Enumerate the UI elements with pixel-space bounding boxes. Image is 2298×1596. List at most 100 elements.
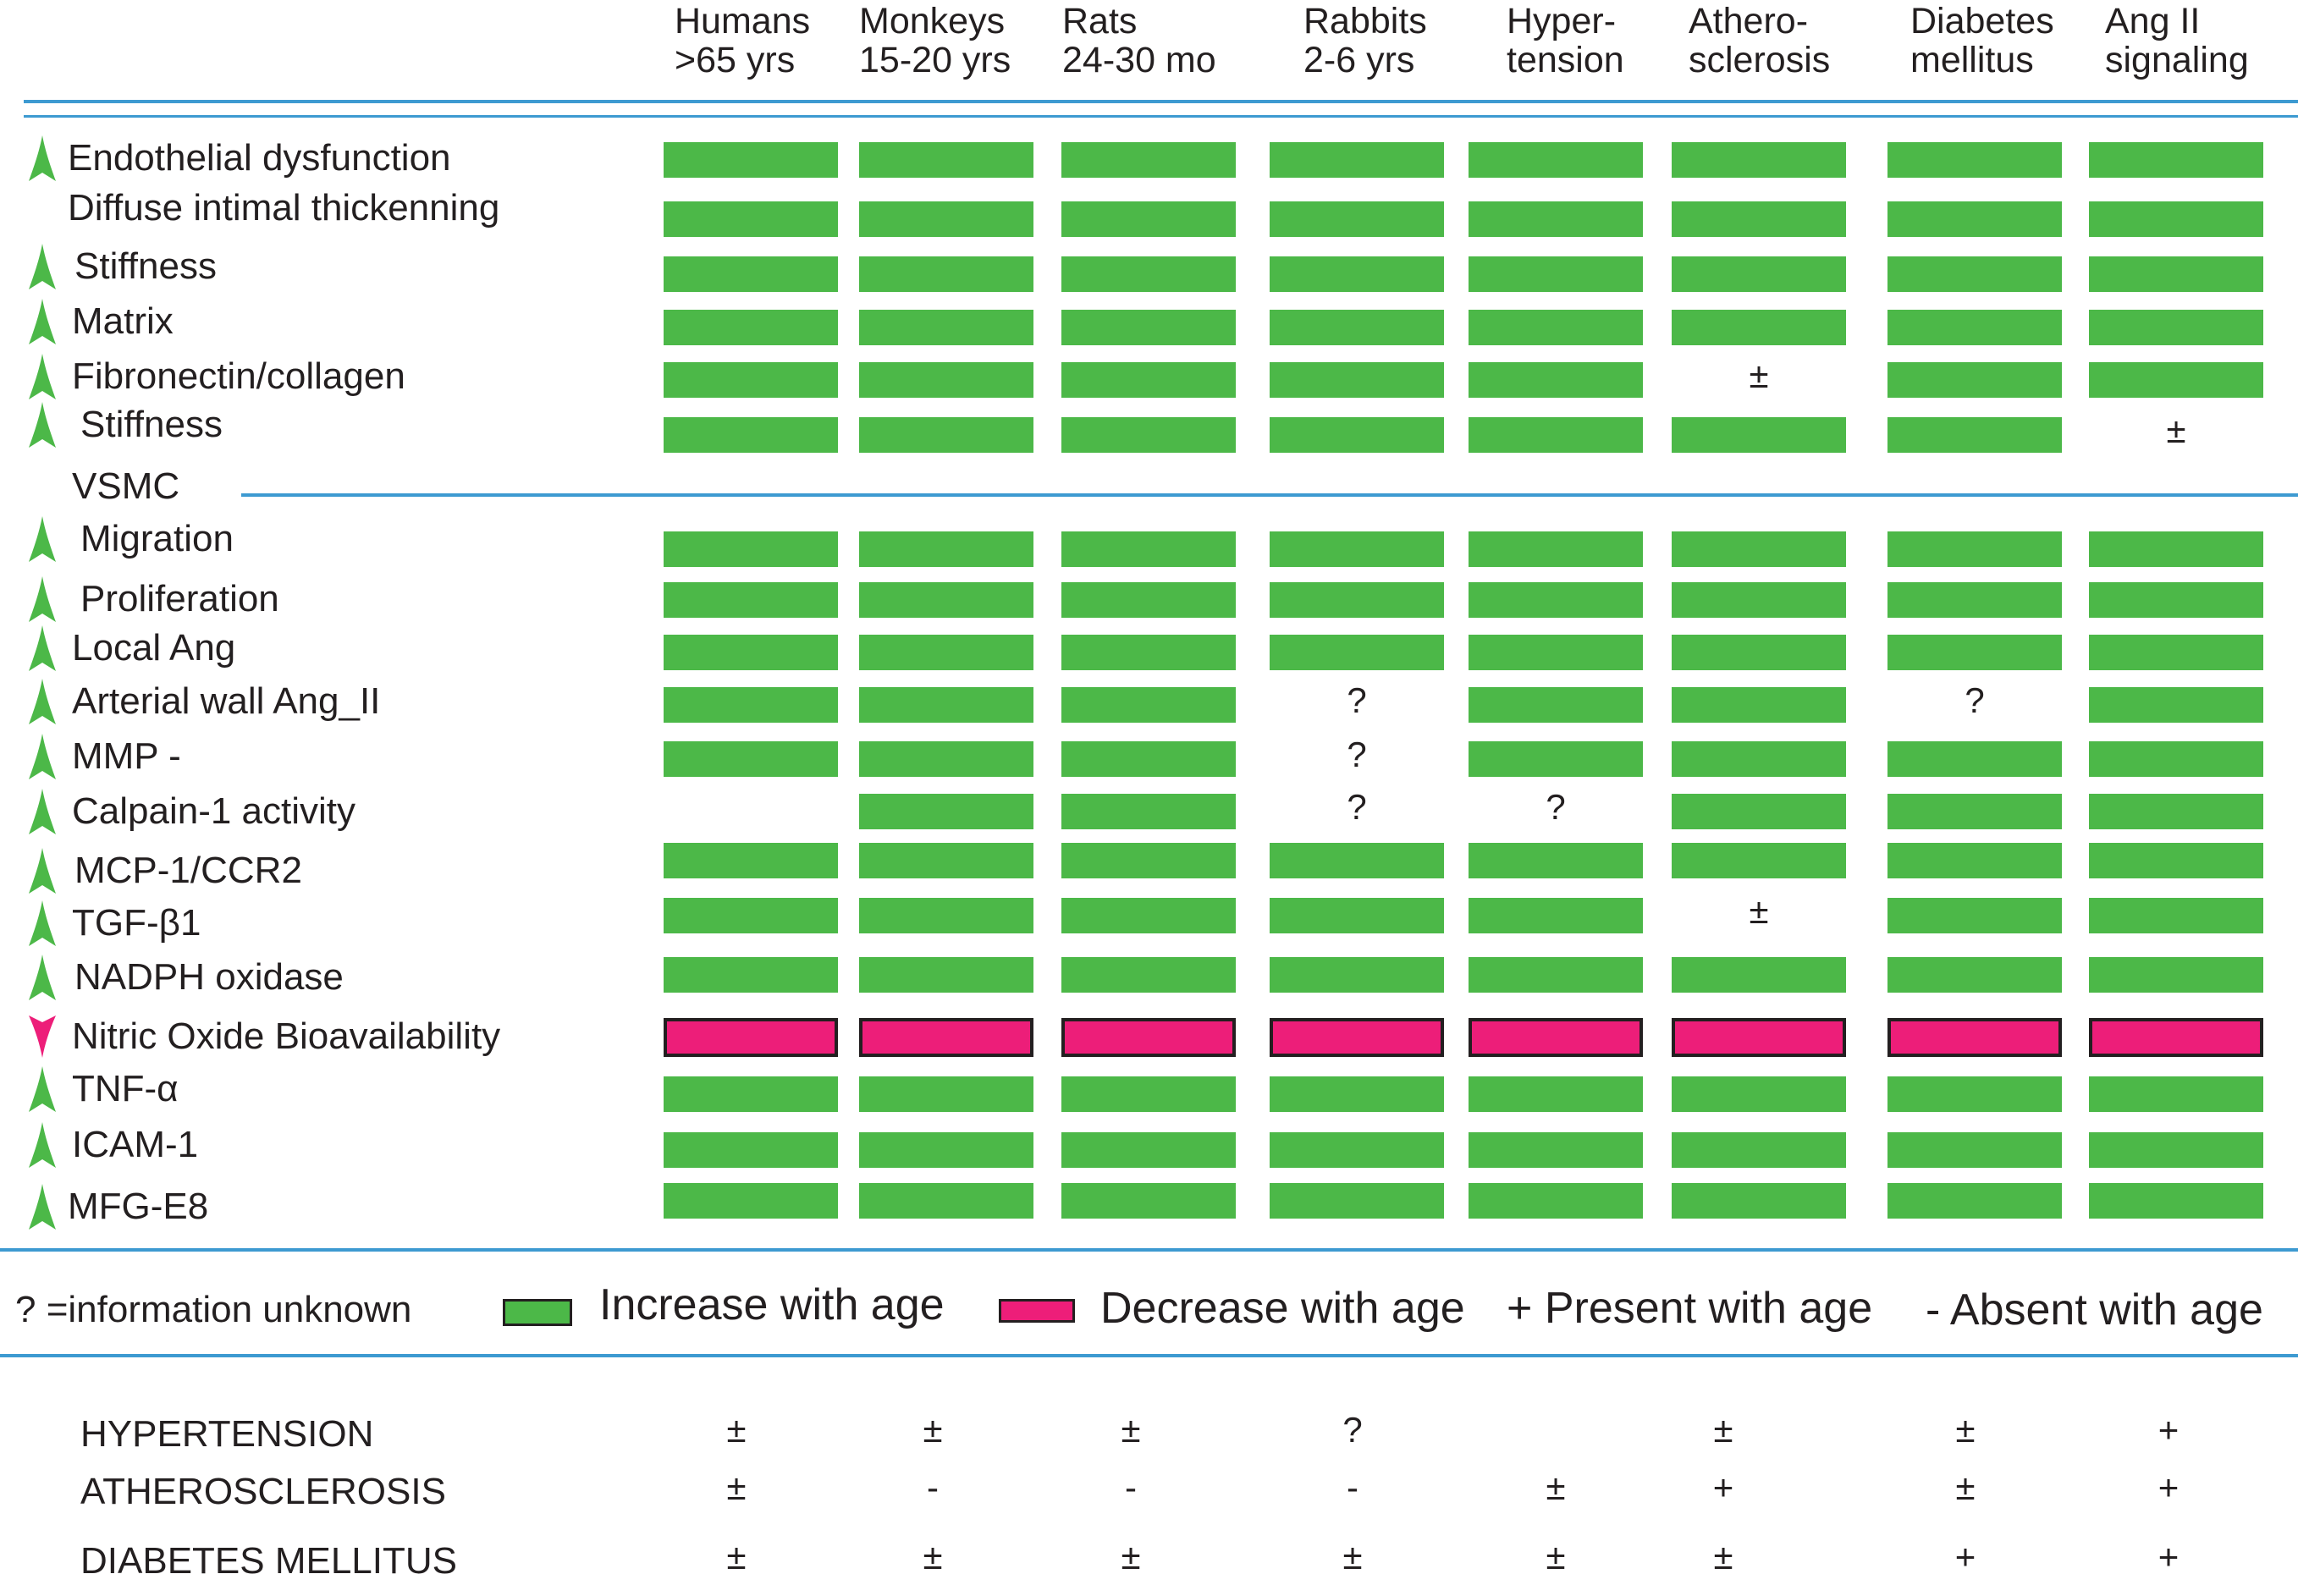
disease-value: ±	[1121, 1537, 1141, 1577]
disease-label: HYPERTENSION	[80, 1413, 374, 1455]
increase-cell	[2089, 635, 2263, 670]
increase-cell	[664, 201, 838, 237]
column-header: Rabbits 2-6 yrs	[1303, 2, 1427, 80]
row-label: Calpain-1 activity	[72, 790, 356, 832]
increase-cell	[1672, 741, 1846, 777]
increase-cell	[2089, 741, 2263, 777]
increase-cell	[1887, 417, 2062, 453]
column-header-line2: 24-30 mo	[1062, 40, 1216, 80]
increase-cell	[1887, 957, 2062, 993]
increase-cell	[1469, 1132, 1643, 1168]
row-label: Nitric Oxide Bioavailability	[72, 1015, 501, 1057]
increase-cell	[1270, 1076, 1444, 1112]
decrease-cell	[1887, 1018, 2062, 1057]
increase-cell	[1469, 531, 1643, 567]
increase-cell	[2089, 582, 2263, 618]
increase-cell	[1469, 1183, 1643, 1219]
disease-value: -	[927, 1467, 939, 1507]
disease-value: ±	[923, 1537, 943, 1577]
increase-cell	[859, 687, 1033, 723]
column-header-line1: Hyper-	[1507, 1, 1617, 41]
increase-cell	[2089, 1076, 2263, 1112]
increase-cell	[1887, 741, 2062, 777]
increase-cell	[859, 531, 1033, 567]
disease-value: ±	[1955, 1410, 1976, 1450]
increase-cell	[1672, 1076, 1846, 1112]
increase-cell	[1061, 1183, 1236, 1219]
arrow-up-icon	[29, 625, 56, 671]
increase-cell	[859, 417, 1033, 453]
column-header: Ang II signaling	[2105, 2, 2249, 80]
plus-minus-mark: ±	[2166, 410, 2186, 450]
increase-cell	[1887, 362, 2062, 398]
column-header-line1: Rats	[1062, 1, 1138, 41]
increase-cell	[859, 741, 1033, 777]
decrease-cell	[1270, 1018, 1444, 1057]
row-label: VSMC	[72, 465, 180, 507]
increase-cell	[1469, 1076, 1643, 1112]
increase-cell	[2089, 142, 2263, 178]
disease-value: ±	[1546, 1537, 1566, 1577]
arrow-up-icon	[29, 299, 56, 344]
legend-decrease: Decrease with age	[1100, 1284, 1465, 1333]
column-header-line1: Athero-	[1689, 1, 1809, 41]
row-label: Proliferation	[80, 578, 279, 619]
arrow-down-icon	[29, 1015, 56, 1058]
disease-value: ±	[923, 1410, 943, 1450]
increase-cell	[1469, 582, 1643, 618]
increase-cell	[1887, 531, 2062, 567]
increase-cell	[1887, 794, 2062, 829]
increase-cell	[1061, 417, 1236, 453]
disease-value: ±	[726, 1410, 747, 1450]
increase-cell	[1672, 1132, 1846, 1168]
arrow-up-icon	[29, 789, 56, 834]
increase-cell	[1887, 898, 2062, 933]
increase-cell	[1270, 635, 1444, 670]
disease-value: ±	[1713, 1537, 1733, 1577]
column-header-line2: sclerosis	[1689, 40, 1831, 80]
row-label: MMP -	[72, 735, 181, 777]
increase-cell	[859, 1076, 1033, 1112]
disease-value: ±	[1121, 1410, 1141, 1450]
increase-cell	[859, 362, 1033, 398]
disease-label: ATHEROSCLEROSIS	[80, 1471, 446, 1512]
increase-cell	[1061, 310, 1236, 345]
header-rule-second	[24, 115, 2298, 118]
legend-increase-swatch	[503, 1299, 572, 1326]
row-label: MCP-1/CCR2	[74, 850, 302, 891]
increase-cell	[1270, 310, 1444, 345]
arrow-up-icon	[29, 955, 56, 1000]
arrow-up-icon	[29, 1066, 56, 1112]
disease-value: ±	[1955, 1467, 1976, 1507]
column-header-line1: Diabetes	[1910, 1, 2054, 41]
increase-cell	[2089, 898, 2263, 933]
row-label: Stiffness	[80, 404, 223, 445]
row-label: Migration	[80, 518, 234, 559]
increase-cell	[1469, 635, 1643, 670]
increase-cell	[1061, 635, 1236, 670]
decrease-cell	[859, 1018, 1033, 1057]
legend-bottom-rule	[0, 1354, 2298, 1357]
vsmc-rule	[241, 493, 2298, 497]
arrow-up-icon	[29, 135, 56, 181]
column-header: Athero-sclerosis	[1689, 2, 1830, 80]
column-header-line1: Humans	[675, 1, 811, 41]
increase-cell	[2089, 201, 2263, 237]
row-label: Fibronectin/collagen	[72, 355, 405, 397]
column-header-line2: >65 yrs	[675, 40, 796, 80]
increase-cell	[664, 582, 838, 618]
row-label: Endothelial dysfunction	[68, 137, 451, 179]
increase-cell	[1887, 635, 2062, 670]
increase-cell	[859, 310, 1033, 345]
increase-cell	[664, 957, 838, 993]
increase-cell	[1469, 898, 1643, 933]
row-label: Arterial wall Ang_II	[72, 680, 381, 722]
increase-cell	[2089, 794, 2263, 829]
legend-unknown: ? =information unknown	[15, 1289, 412, 1330]
increase-cell	[1061, 741, 1236, 777]
increase-cell	[1061, 1132, 1236, 1168]
increase-cell	[1270, 142, 1444, 178]
increase-cell	[664, 741, 838, 777]
increase-cell	[2089, 362, 2263, 398]
column-header: Humans >65 yrs	[675, 2, 810, 80]
